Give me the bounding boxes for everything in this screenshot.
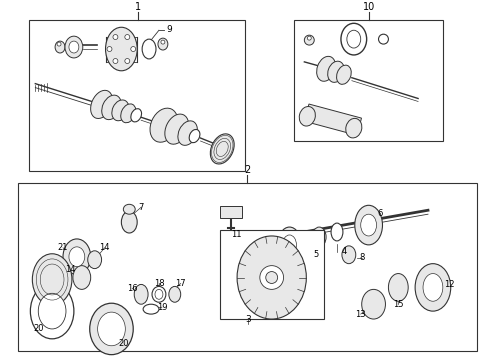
Ellipse shape bbox=[134, 284, 148, 304]
Ellipse shape bbox=[278, 227, 301, 263]
Ellipse shape bbox=[102, 95, 121, 120]
Text: 20: 20 bbox=[33, 324, 44, 333]
Circle shape bbox=[161, 40, 165, 44]
Circle shape bbox=[266, 271, 278, 283]
Text: 9: 9 bbox=[166, 25, 172, 34]
Ellipse shape bbox=[347, 30, 361, 48]
Ellipse shape bbox=[121, 104, 136, 123]
Ellipse shape bbox=[237, 236, 306, 319]
Ellipse shape bbox=[165, 114, 189, 144]
Text: 16: 16 bbox=[127, 284, 138, 293]
Ellipse shape bbox=[299, 107, 316, 126]
Ellipse shape bbox=[283, 235, 296, 255]
Ellipse shape bbox=[152, 287, 166, 302]
Ellipse shape bbox=[69, 247, 85, 267]
Ellipse shape bbox=[55, 41, 65, 53]
Circle shape bbox=[260, 266, 284, 289]
Circle shape bbox=[113, 59, 118, 63]
Text: 21: 21 bbox=[58, 243, 68, 252]
Bar bbox=[294, 21, 443, 141]
Ellipse shape bbox=[112, 100, 129, 121]
Ellipse shape bbox=[361, 214, 376, 236]
Ellipse shape bbox=[105, 27, 137, 71]
Ellipse shape bbox=[328, 61, 344, 82]
Text: 2: 2 bbox=[244, 165, 250, 175]
Ellipse shape bbox=[63, 239, 91, 275]
Ellipse shape bbox=[178, 121, 197, 145]
Ellipse shape bbox=[169, 287, 181, 302]
Text: 10: 10 bbox=[363, 3, 375, 13]
Text: 1: 1 bbox=[135, 3, 141, 13]
Ellipse shape bbox=[189, 130, 200, 143]
Text: 14: 14 bbox=[65, 265, 75, 274]
Ellipse shape bbox=[158, 38, 168, 50]
Ellipse shape bbox=[122, 211, 137, 233]
Ellipse shape bbox=[143, 304, 159, 314]
Ellipse shape bbox=[389, 274, 408, 301]
Ellipse shape bbox=[131, 109, 142, 122]
Text: 6: 6 bbox=[378, 209, 383, 218]
Ellipse shape bbox=[65, 36, 83, 58]
Ellipse shape bbox=[415, 264, 451, 311]
Circle shape bbox=[125, 35, 130, 40]
Ellipse shape bbox=[30, 283, 74, 339]
Bar bbox=[29, 21, 245, 171]
Ellipse shape bbox=[90, 303, 133, 355]
Text: 5: 5 bbox=[314, 250, 319, 259]
Text: 18: 18 bbox=[154, 279, 164, 288]
Text: 11: 11 bbox=[231, 230, 242, 239]
Ellipse shape bbox=[142, 39, 156, 59]
Bar bbox=[220, 230, 324, 319]
Ellipse shape bbox=[73, 266, 91, 289]
Circle shape bbox=[57, 42, 61, 46]
Circle shape bbox=[107, 46, 112, 51]
Ellipse shape bbox=[88, 251, 101, 269]
Bar bbox=[220, 206, 242, 218]
Circle shape bbox=[304, 35, 314, 45]
Ellipse shape bbox=[38, 293, 66, 329]
Ellipse shape bbox=[69, 41, 79, 53]
Ellipse shape bbox=[150, 108, 178, 142]
Text: 14: 14 bbox=[99, 243, 110, 252]
Circle shape bbox=[307, 36, 311, 40]
Ellipse shape bbox=[317, 57, 336, 81]
Ellipse shape bbox=[98, 312, 125, 346]
Circle shape bbox=[125, 59, 130, 63]
Text: 17: 17 bbox=[175, 279, 186, 288]
Text: 4: 4 bbox=[341, 247, 346, 256]
Text: 19: 19 bbox=[157, 303, 167, 312]
Ellipse shape bbox=[155, 289, 163, 299]
Ellipse shape bbox=[337, 65, 351, 84]
Text: 13: 13 bbox=[355, 310, 366, 319]
Ellipse shape bbox=[312, 227, 326, 247]
Ellipse shape bbox=[355, 205, 383, 245]
Ellipse shape bbox=[210, 134, 234, 164]
Circle shape bbox=[113, 35, 118, 40]
Bar bbox=[18, 183, 477, 351]
Ellipse shape bbox=[331, 223, 343, 241]
Ellipse shape bbox=[346, 118, 362, 138]
Text: 3: 3 bbox=[245, 315, 251, 324]
Ellipse shape bbox=[362, 289, 386, 319]
Ellipse shape bbox=[341, 23, 367, 55]
Circle shape bbox=[131, 46, 136, 51]
Ellipse shape bbox=[423, 274, 443, 301]
Text: 7: 7 bbox=[139, 203, 144, 212]
Text: 20: 20 bbox=[118, 339, 128, 348]
Ellipse shape bbox=[342, 246, 356, 264]
Circle shape bbox=[379, 34, 389, 44]
Ellipse shape bbox=[32, 254, 72, 305]
Text: 8: 8 bbox=[359, 253, 365, 262]
Ellipse shape bbox=[91, 90, 113, 118]
Text: 15: 15 bbox=[393, 300, 404, 309]
Bar bbox=[304, 104, 362, 135]
Text: 12: 12 bbox=[444, 280, 455, 289]
Ellipse shape bbox=[123, 204, 135, 214]
